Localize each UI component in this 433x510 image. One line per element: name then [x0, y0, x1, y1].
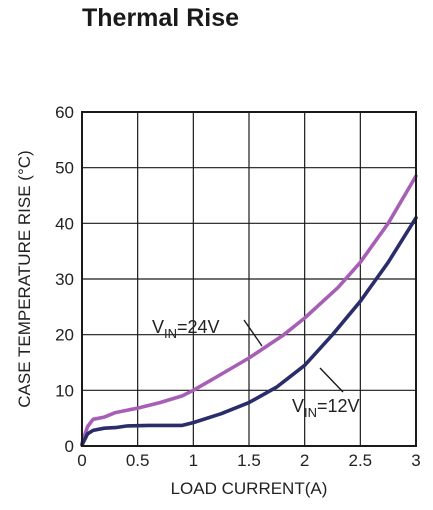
x-tick-label: 2.5 [349, 451, 373, 470]
y-tick-label: 40 [55, 214, 74, 233]
y-tick-label: 50 [55, 159, 74, 178]
y-axis-label: CASE TEMPERATURE RISE (°C) [15, 150, 34, 407]
y-tick-label: 60 [55, 103, 74, 122]
x-tick-label: 1 [189, 451, 198, 470]
chart-series [80, 174, 418, 447]
y-tick-label: 30 [55, 270, 74, 289]
annotation-leader-line [243, 319, 263, 347]
y-tick-labels: 0 10 20 30 40 50 60 [55, 103, 74, 456]
series-line-1 [80, 216, 418, 447]
x-tick-label: 1.5 [237, 451, 261, 470]
annotation-leader-line [319, 367, 344, 393]
series-label-1: VIN=12V [292, 396, 360, 420]
x-tick-labels: 0 0.5 1 1.5 2 2.5 3 [77, 451, 420, 470]
y-tick-label: 10 [55, 381, 74, 400]
x-axis-label: LOAD CURRENT(A) [171, 479, 328, 498]
series-annotations: VIN=24V VIN=12V [152, 317, 360, 420]
series-line-0 [80, 174, 418, 445]
chart-grid [82, 112, 416, 446]
x-tick-label: 0.5 [126, 451, 150, 470]
y-tick-label: 20 [55, 326, 74, 345]
x-tick-label: 2 [300, 451, 309, 470]
series-label-0: VIN=24V [152, 317, 220, 341]
plot-frame [81, 111, 417, 447]
y-tick-label: 0 [65, 437, 74, 456]
x-tick-label: 0 [77, 451, 86, 470]
x-tick-label: 3 [411, 451, 420, 470]
page-title: Thermal Rise [82, 4, 240, 32]
